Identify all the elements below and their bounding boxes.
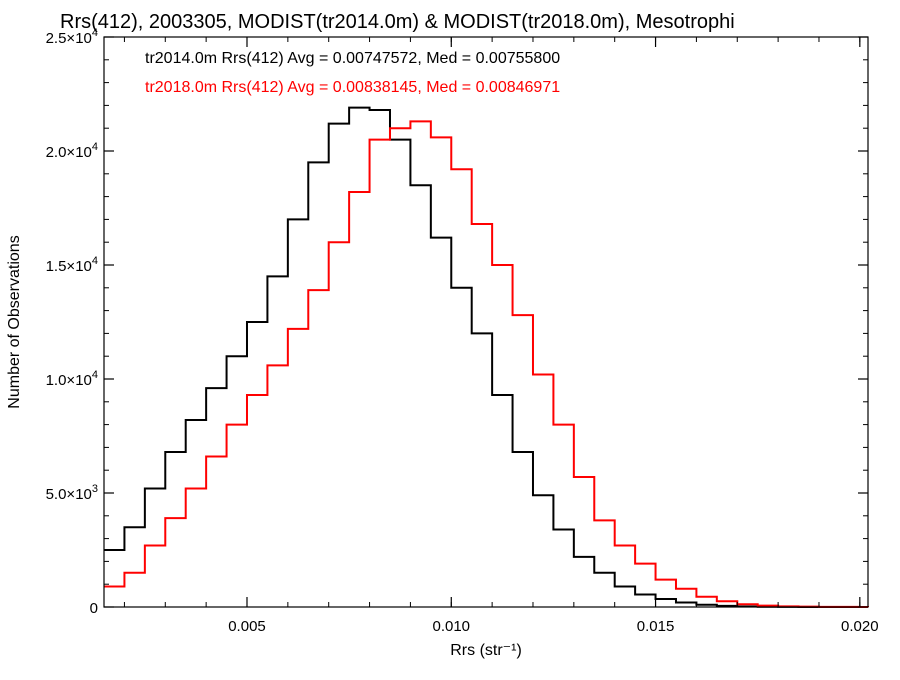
series-line-2 (104, 120, 869, 608)
plot-frame (103, 36, 869, 608)
x-tick-label: 0.020 (841, 618, 879, 635)
axis-layer: 0.005 0.010 0.015 0.020 0 5.0×103 1.0×104 1.5×1… (46, 27, 879, 635)
x-tick-label: 0.005 (228, 618, 266, 635)
chart-title: Rrs(412), 2003305, MODIST(tr2014.0m) & M… (60, 11, 735, 33)
series-line-1 (104, 106, 868, 608)
y-tick-label: 5.0×103 (46, 483, 98, 503)
y-axis-label: Number of Observations (6, 235, 23, 408)
x-tick-label: 0.015 (637, 618, 675, 635)
annotation-series-1: tr2014.0m Rrs(412) Avg = 0.00747572, Med… (145, 50, 560, 67)
series-layer (104, 106, 869, 608)
x-tick-label: 0.010 (432, 618, 470, 635)
y-tick-label: 2.0×104 (46, 141, 98, 161)
y-tick-label: 1.5×104 (46, 255, 98, 275)
x-axis-label: Rrs (str⁻¹) (450, 642, 522, 659)
y-tick-label: 2.5×104 (46, 27, 98, 47)
annotation-series-2: tr2018.0m Rrs(412) Avg = 0.00838145, Med… (145, 79, 560, 96)
y-tick-label: 1.0×104 (46, 369, 98, 389)
y-tick-label: 0 (90, 600, 98, 617)
